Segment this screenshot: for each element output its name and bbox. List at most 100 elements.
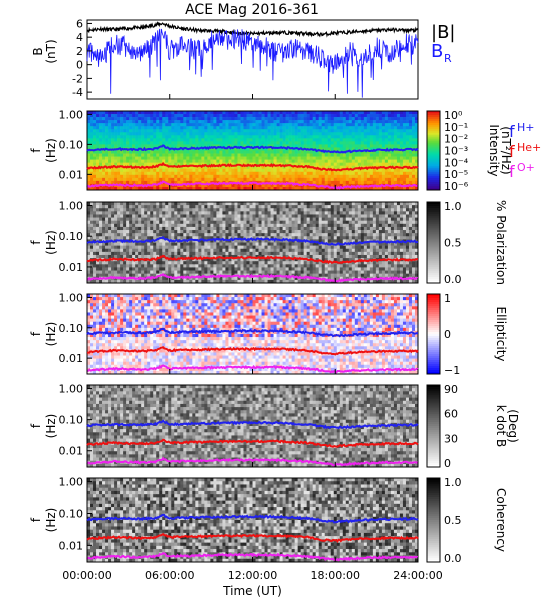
figure-title: ACE Mag 2016-361 [185, 2, 319, 18]
spectrogram-cells [87, 478, 419, 563]
y-tick-label: 6 [76, 17, 83, 30]
y-tick-label: 0.01 [59, 445, 84, 458]
colorbar-tick-label: 10⁻¹ [444, 121, 468, 134]
y-tick-label: 0.01 [59, 352, 84, 365]
time-axis: 00:00:00 06:00:00 12:00:00 18:00:00 24:00:00… [62, 94, 443, 598]
he-plus-cyclotron-line [86, 346, 419, 356]
colorbar-tick-label: 10⁻³ [444, 145, 468, 158]
legend-ion-subscript: H+ [517, 121, 535, 134]
y-tick-label: 0.10 [59, 414, 84, 427]
y-tick-label: 2 [76, 45, 83, 58]
he-plus-cyclotron-line [86, 161, 419, 172]
x-tick-label: 12:00:00 [228, 569, 277, 582]
colorbar-tick-label: 10⁻⁶ [444, 180, 469, 193]
k-dot-b-panel: 1.00 0.10 0.01 f (Hz) 90 60 30 0 k dot B(Deg) [29, 383, 520, 470]
x-tick-label: 24:00:00 [393, 569, 442, 582]
legend-ion-symbol: f [509, 122, 515, 141]
ellipticity-panel: 1.00 0.10 0.01 f (Hz) 1 0 −1 Ellipticity [29, 291, 508, 377]
legend-ion-symbol: f [509, 162, 515, 181]
colorbar: 1 0 −1 Ellipticity [426, 292, 508, 377]
colorbar-frame [426, 201, 441, 284]
colorbar-frame [426, 293, 441, 375]
colorbar-tick-label: 1 [444, 292, 451, 305]
y-tick-label: 0.01 [59, 168, 84, 181]
o-plus-cyclotron-line [86, 272, 418, 283]
he-plus-cyclotron-line [86, 532, 419, 543]
intensity-panel: 1.00 0.10 0.01 f (Hz) 10⁰10⁻¹10⁻²10⁻³10⁻⁴10⁻⁵… [29, 108, 541, 193]
colorbar-tick-label: 0.5 [444, 237, 462, 250]
y-axis-unit: (Hz) [44, 230, 58, 255]
colorbar-tick-label: 10⁻⁵ [444, 168, 468, 181]
x-axis-label: Time (UT) [222, 584, 282, 598]
y-axis-label: B [31, 47, 45, 55]
o-plus-cyclotron-line [86, 552, 419, 562]
colorbar-frame [426, 384, 441, 468]
y-tick-label: 1.00 [59, 200, 84, 213]
y-tick-label: 1.00 [59, 476, 84, 489]
legend-b-radial-subscript: R [444, 52, 452, 65]
colorbar-frame [426, 477, 441, 563]
colorbar-tick-label: 1.0 [444, 476, 462, 489]
colorbar-unit: (nT²/Hz) [499, 126, 513, 174]
colorbar-unit: (Deg) [506, 409, 520, 443]
y-tick-label: 1.00 [59, 108, 84, 121]
y-axis-unit: (Hz) [44, 322, 58, 347]
colorbar-tick-label: 60 [444, 408, 458, 421]
x-tick-label: 00:00:00 [62, 569, 111, 582]
coherency-panel: 1.00 0.10 0.01 f (Hz) 1.0 0.5 0.0 Coherency [29, 476, 508, 565]
y-axis-unit: (Hz) [44, 138, 58, 163]
he-plus-cyclotron-line [86, 254, 419, 265]
o-plus-cyclotron-line [86, 180, 419, 190]
y-axis-unit: (nT) [44, 39, 58, 63]
y-tick-label: 0.01 [59, 261, 84, 274]
legend-b-radial: B [431, 41, 443, 62]
legend-ion-symbol: f [509, 142, 515, 161]
h-plus-cyclotron-line [86, 236, 419, 246]
colorbar-tick-label: 30 [444, 432, 458, 445]
colorbar-tick-label: 0.0 [444, 552, 462, 565]
y-axis-label: f [29, 331, 43, 336]
series-b-radial-line [86, 28, 419, 98]
colorbar-label: % Polarization [494, 200, 508, 285]
colorbar-frame [426, 110, 441, 191]
h-plus-cyclotron-line [86, 419, 419, 430]
y-tick-label: 0.10 [59, 138, 84, 151]
y-tick-label: -2 [72, 72, 83, 85]
h-plus-cyclotron-line [86, 144, 419, 154]
colorbar-tick-label: 1.0 [444, 200, 462, 213]
colorbar-tick-label: 10⁻² [444, 133, 468, 146]
colorbar-label: Ellipticity [494, 307, 508, 362]
h-plus-cyclotron-line [86, 513, 419, 524]
y-axis-label: f [29, 517, 43, 522]
x-tick-label: 18:00:00 [311, 569, 360, 582]
legend-ion-subscript: O+ [517, 161, 535, 174]
y-axis-unit: (Hz) [44, 414, 58, 439]
legend-ion-subscript: He+ [517, 141, 541, 154]
y-tick-label: 0 [76, 59, 83, 72]
colorbar: 1.0 0.5 0.0 % Polarization [426, 200, 508, 286]
h-plus-cyclotron-line [86, 327, 419, 338]
y-tick-label: 1.00 [59, 291, 84, 304]
colorbar: 90 60 30 0 k dot B(Deg) [426, 383, 520, 470]
x-tick-label: 06:00:00 [145, 569, 194, 582]
spectrogram-cells [87, 202, 419, 284]
y-tick-label: 0.10 [59, 507, 84, 520]
y-tick-label: -4 [72, 86, 83, 99]
y-tick-label: 4 [76, 31, 83, 44]
he-plus-cyclotron-line [86, 438, 419, 448]
colorbar-tick-label: 10⁰ [444, 109, 463, 122]
colorbar-label: Coherency [494, 488, 508, 552]
polarization-panel: 1.00 0.10 0.01 f (Hz) 1.0 0.5 0.0 % Polarization [29, 200, 508, 286]
series-b-magnitude-line [86, 21, 419, 38]
legend-b-magnitude: |B| [431, 22, 455, 43]
y-axis-label: f [29, 240, 43, 245]
y-axis-label: f [29, 423, 43, 428]
y-tick-label: 1.00 [59, 383, 84, 396]
y-tick-label: 0.10 [59, 322, 84, 335]
colorbar-tick-label: 0.5 [444, 514, 462, 527]
colorbar-tick-label: −1 [444, 364, 460, 377]
o-plus-cyclotron-line [86, 456, 419, 467]
